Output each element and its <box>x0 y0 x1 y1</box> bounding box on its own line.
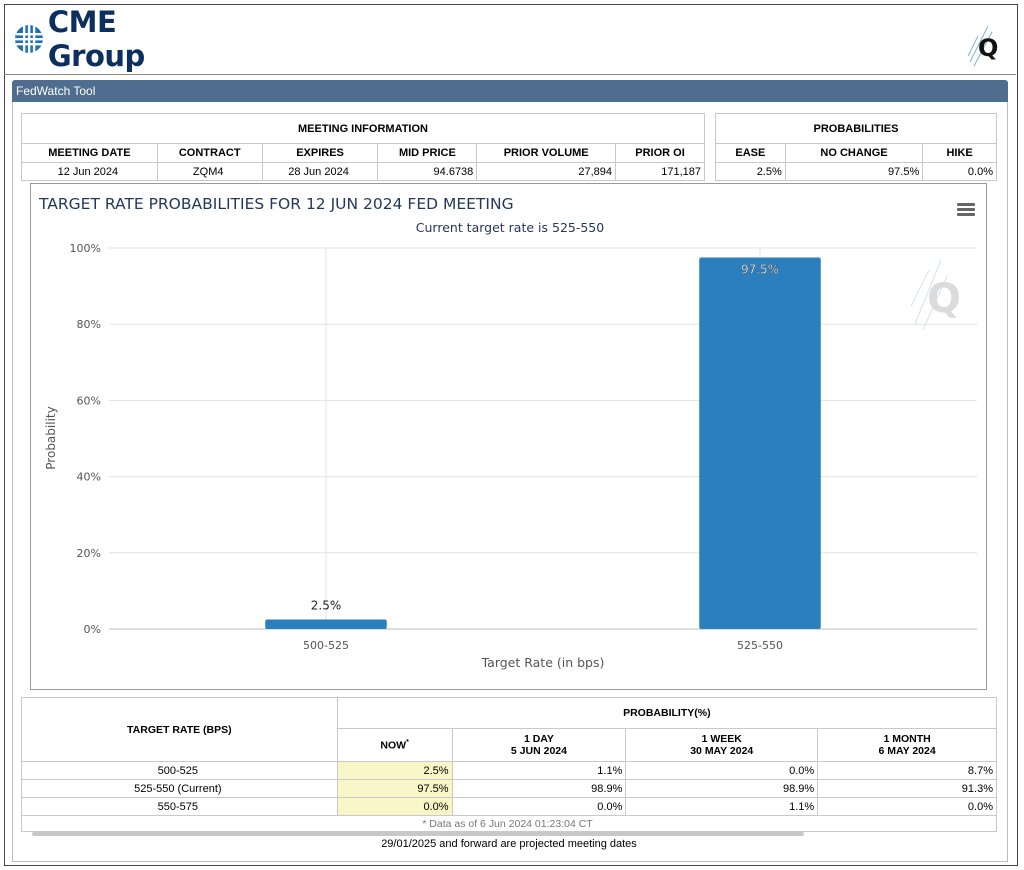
fedwatch-tool-bar: FedWatch Tool <box>12 80 1008 102</box>
col-contract: CONTRACT <box>156 143 263 163</box>
rate-cell: 525-550 (Current) <box>21 779 338 798</box>
one-week-cell: 98.9% <box>625 779 819 798</box>
col-meeting-date: MEETING DATE <box>21 143 158 163</box>
target-rate-header: TARGET RATE (BPS) <box>21 697 338 762</box>
contract-value: ZQM4 <box>156 162 263 181</box>
x-tick-label: 500-525 <box>303 639 349 652</box>
ease-value: 2.5% <box>715 162 786 181</box>
y-tick-label: 80% <box>77 318 101 331</box>
chart-title: TARGET RATE PROBABILITIES FOR 12 JUN 202… <box>38 195 514 213</box>
rate-cell: 500-525 <box>21 761 338 780</box>
now-cell: 2.5% <box>336 761 453 780</box>
probabilities-header: PROBABILITIES <box>715 113 997 144</box>
now-cell: 97.5% <box>336 779 453 798</box>
col-hike: HIKE <box>922 143 997 163</box>
data-label: 2.5% <box>311 598 342 612</box>
mid-price-value: 94.6738 <box>377 162 478 181</box>
chart-menu-icon[interactable] <box>957 203 975 217</box>
horizontal-scrollbar[interactable] <box>32 832 804 836</box>
col-1-week: 1 WEEK 30 MAY 2024 <box>625 728 819 762</box>
col-prior-oi: PRIOR OI <box>615 143 705 163</box>
meeting-info-table: MEETING INFORMATION MEETING DATE CONTRAC… <box>21 113 705 181</box>
fedwatch-tool-title: FedWatch Tool <box>16 84 96 98</box>
probability-header: PROBABILITY(%) <box>336 697 998 729</box>
probabilities-table: PROBABILITIES EASE NO CHANGE HIKE 2.5% 9… <box>715 113 997 181</box>
table-row: 500-525 2.5% 1.1% 0.0% 8.7% <box>21 761 997 780</box>
chart-container: TARGET RATE PROBABILITIES FOR 12 JUN 202… <box>30 183 987 690</box>
header-separator <box>4 74 1016 75</box>
quikstrike-q-icon: Q <box>967 25 998 67</box>
y-tick-label: 60% <box>77 394 101 407</box>
one-month-cell: 0.0% <box>817 797 997 816</box>
col-expires: EXPIRES <box>261 143 379 163</box>
y-tick-label: 40% <box>77 471 101 484</box>
col-1-day: 1 DAY 5 JUN 2024 <box>451 728 627 762</box>
expires-value: 28 Jun 2024 <box>261 162 379 181</box>
y-tick-label: 20% <box>77 547 101 560</box>
prior-oi-value: 171,187 <box>615 162 705 181</box>
col-ease: EASE <box>715 143 786 163</box>
header: CME Group <box>10 5 222 73</box>
col-mid-price: MID PRICE <box>377 143 478 163</box>
probability-chart: TARGET RATE PROBABILITIES FOR 12 JUN 202… <box>38 195 977 670</box>
table-row: 525-550 (Current) 97.5% 98.9% 98.9% 91.3… <box>21 779 997 798</box>
hike-value: 0.0% <box>922 162 997 181</box>
data-as-of-note: * Data as of 6 Jun 2024 01:23:04 CT <box>21 815 997 832</box>
meeting-info-header: MEETING INFORMATION <box>21 113 705 144</box>
x-axis-label: Target Rate (in bps) <box>481 655 605 670</box>
chart-subtitle: Current target rate is 525-550 <box>416 220 604 235</box>
cme-logo[interactable]: CME Group <box>10 5 222 73</box>
one-week-cell: 0.0% <box>625 761 819 780</box>
col-prior-volume: PRIOR VOLUME <box>476 143 617 163</box>
table-row: 550-575 0.0% 0.0% 1.1% 0.0% <box>21 797 997 816</box>
chart-bars: 2.5% 97.5% <box>265 257 821 629</box>
one-day-cell: 1.1% <box>451 761 627 780</box>
one-month-cell: 91.3% <box>817 779 997 798</box>
now-cell: 0.0% <box>336 797 453 816</box>
col-no-change: NO CHANGE <box>784 143 924 163</box>
y-axis-label: Probability <box>44 406 58 469</box>
bar-525-550[interactable] <box>699 257 821 629</box>
x-axis-ticks: 500-525 525-550 <box>303 639 783 652</box>
prior-volume-value: 27,894 <box>476 162 617 181</box>
svg-text:Q: Q <box>978 34 998 62</box>
meeting-date-value: 12 Jun 2024 <box>21 162 158 181</box>
bar-500-525[interactable] <box>265 619 387 629</box>
col-now: NOW* <box>336 728 453 762</box>
globe-icon <box>14 25 43 53</box>
one-day-cell: 0.0% <box>451 797 627 816</box>
target-rate-history-table: TARGET RATE (BPS) PROBABILITY(%) NOW* 1 … <box>21 697 998 832</box>
y-tick-label: 0% <box>84 623 101 636</box>
logo-text: CME Group <box>47 5 145 73</box>
rate-cell: 550-575 <box>21 797 338 816</box>
chart-grid <box>109 247 977 630</box>
no-change-value: 97.5% <box>784 162 924 181</box>
col-1-month: 1 MONTH 6 MAY 2024 <box>817 728 997 762</box>
y-axis-ticks: 0% 20% 40% 60% 80% 100% <box>70 242 101 636</box>
svg-text:Q: Q <box>927 276 961 322</box>
data-label: 97.5% <box>741 263 779 277</box>
one-day-cell: 98.9% <box>451 779 627 798</box>
x-tick-label: 525-550 <box>737 639 783 652</box>
one-week-cell: 1.1% <box>625 797 819 816</box>
chart-watermark-q-icon: Q <box>910 259 961 331</box>
one-month-cell: 8.7% <box>817 761 997 780</box>
y-tick-label: 100% <box>70 242 101 255</box>
projected-dates-footnote: 29/01/2025 and forward are projected mee… <box>381 838 637 850</box>
